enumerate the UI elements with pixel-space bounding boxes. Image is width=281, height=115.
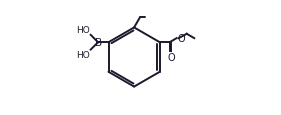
Text: B: B (94, 38, 102, 48)
Text: HO: HO (76, 26, 90, 35)
Text: HO: HO (76, 51, 90, 60)
Text: O: O (177, 34, 185, 44)
Text: O: O (167, 52, 175, 62)
